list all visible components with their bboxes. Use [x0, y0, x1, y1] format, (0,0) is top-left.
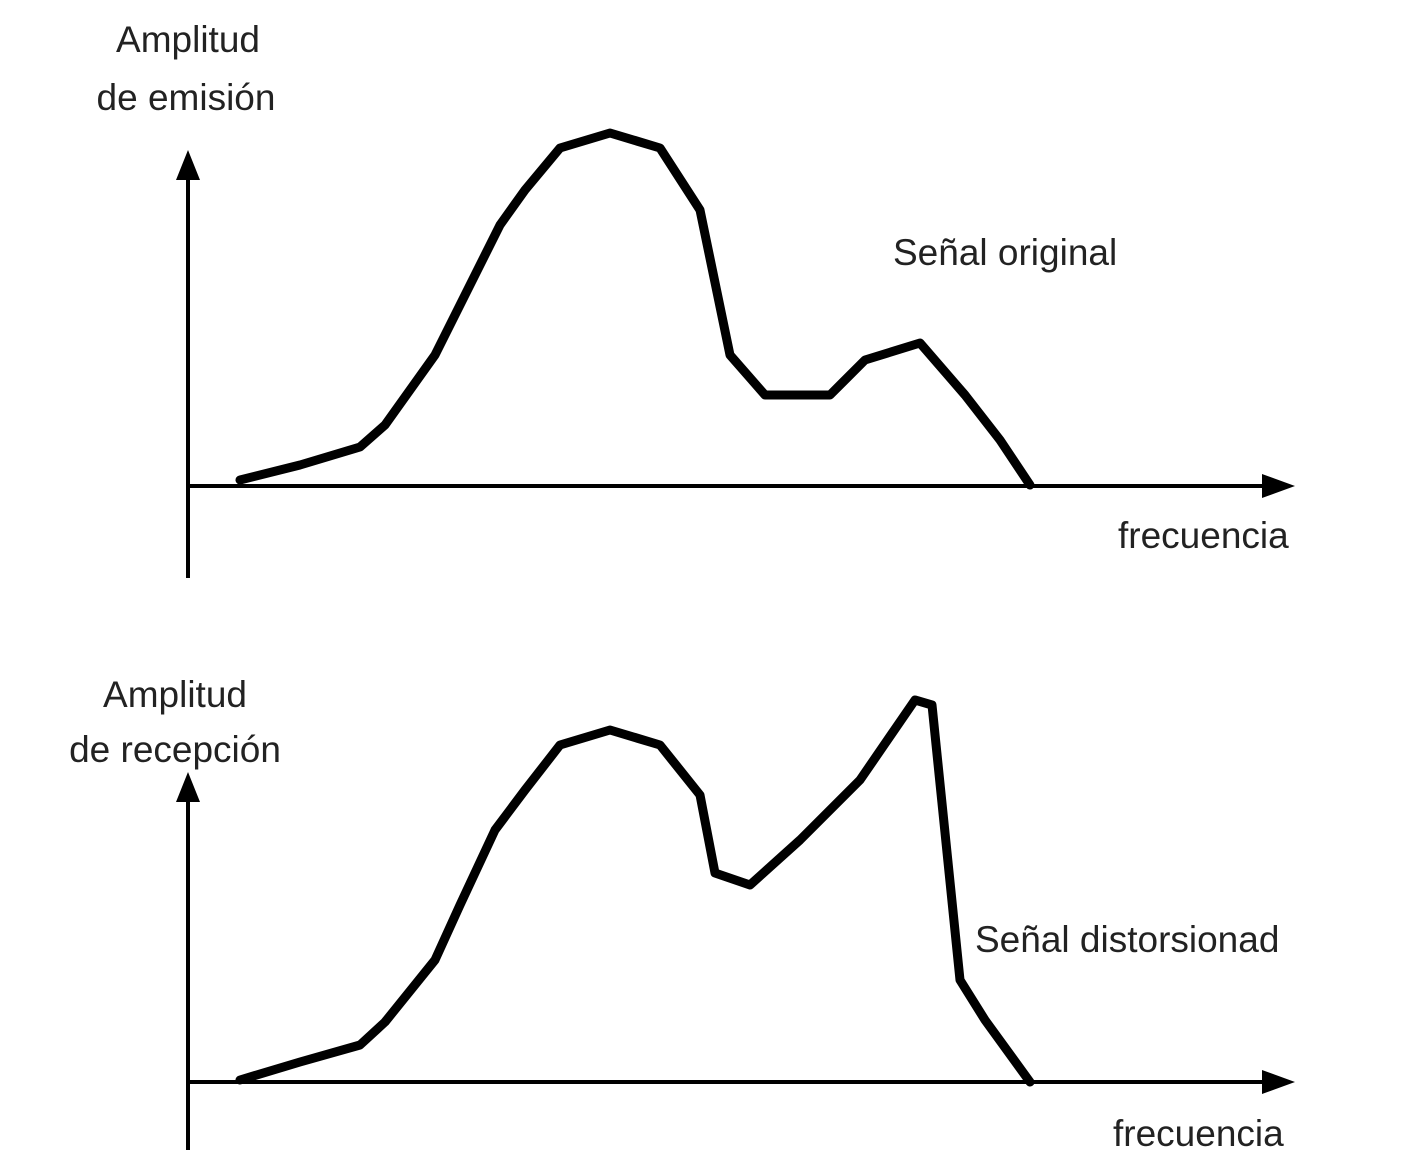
y-arrow — [176, 150, 200, 180]
curve-label: Señal original — [893, 232, 1117, 273]
y-arrow — [176, 772, 200, 802]
original-signal — [235, 128, 1035, 490]
y-label-line: de emisión — [97, 77, 276, 118]
x-label: frecuencia — [1113, 1113, 1284, 1153]
y-label-line: de recepción — [69, 729, 281, 770]
x-arrow — [1262, 474, 1295, 498]
y-label-line: Amplitud — [116, 19, 260, 60]
x-arrow — [1262, 1070, 1295, 1094]
panel-reception: Amplitud de recepción Señal distorsionad… — [69, 674, 1295, 1153]
distorted-signal — [235, 695, 1035, 1087]
y-label-line: Amplitud — [103, 674, 247, 715]
x-label: frecuencia — [1118, 515, 1289, 556]
panel-emission: Amplitud de emisión Señal original frecu… — [97, 19, 1295, 578]
curve-label: Señal distorsionad — [975, 919, 1279, 960]
